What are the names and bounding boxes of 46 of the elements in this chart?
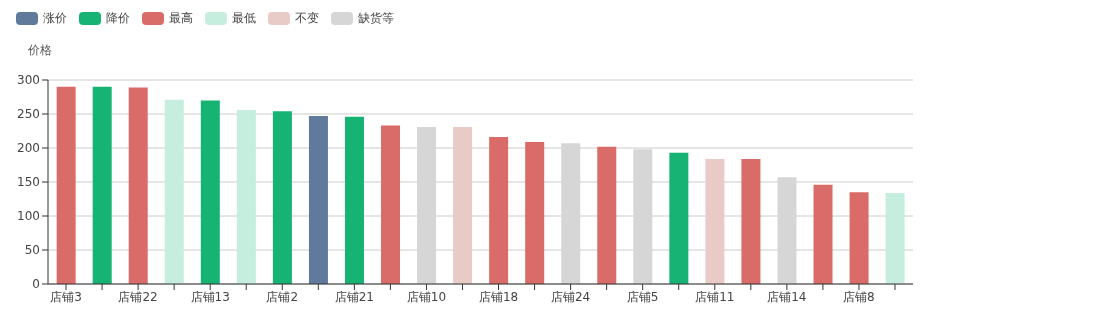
- bar: [56, 86, 76, 284]
- legend-label: 最低: [232, 10, 256, 27]
- bar: [669, 152, 689, 284]
- bar: [128, 87, 148, 284]
- bar: [525, 141, 545, 284]
- bar: [489, 137, 509, 284]
- bar: [597, 146, 617, 284]
- bar: [164, 99, 184, 284]
- y-tick-label: 300: [17, 73, 40, 88]
- y-tick-label: 100: [17, 209, 40, 224]
- y-tick-label: 150: [17, 175, 40, 190]
- bar: [885, 192, 905, 284]
- legend-label: 最高: [169, 10, 193, 27]
- legend-label: 缺货等: [358, 10, 394, 27]
- legend-label: 涨价: [43, 10, 67, 27]
- x-tick-label: 店铺24: [550, 289, 591, 304]
- x-tick-label: 店铺13: [190, 289, 230, 304]
- x-tick-label: 店铺5: [626, 289, 659, 304]
- legend-label: 不变: [295, 10, 319, 27]
- x-tick-label: 店铺3: [50, 289, 82, 304]
- legend-label: 降价: [106, 10, 130, 27]
- x-tick-label: 店铺18: [478, 289, 519, 304]
- y-tick-label: 0: [32, 277, 40, 292]
- bar: [381, 125, 401, 284]
- y-tick-label: 50: [24, 243, 40, 258]
- bar: [813, 184, 833, 284]
- bar: [705, 158, 725, 284]
- bar: [453, 126, 473, 284]
- bar: [272, 111, 292, 284]
- bar: [92, 86, 112, 284]
- bar: [344, 116, 364, 284]
- x-tick-label: 店铺22: [118, 289, 158, 304]
- bar: [200, 100, 220, 284]
- y-tick-label: 250: [17, 107, 40, 122]
- x-tick-label: 店铺2: [266, 289, 299, 304]
- bar: [849, 192, 869, 284]
- x-tick-label: 店铺14: [767, 289, 807, 304]
- x-tick-label: 店铺8: [843, 289, 875, 304]
- bar: [236, 109, 256, 284]
- x-tick-label: 店铺21: [334, 289, 374, 304]
- bar: [741, 158, 761, 284]
- y-axis-title: 价格: [28, 42, 52, 59]
- x-tick-label: 店铺10: [406, 289, 447, 304]
- x-tick-label: 店铺11: [695, 289, 735, 304]
- bar: [308, 116, 328, 284]
- y-tick-label: 200: [17, 141, 40, 156]
